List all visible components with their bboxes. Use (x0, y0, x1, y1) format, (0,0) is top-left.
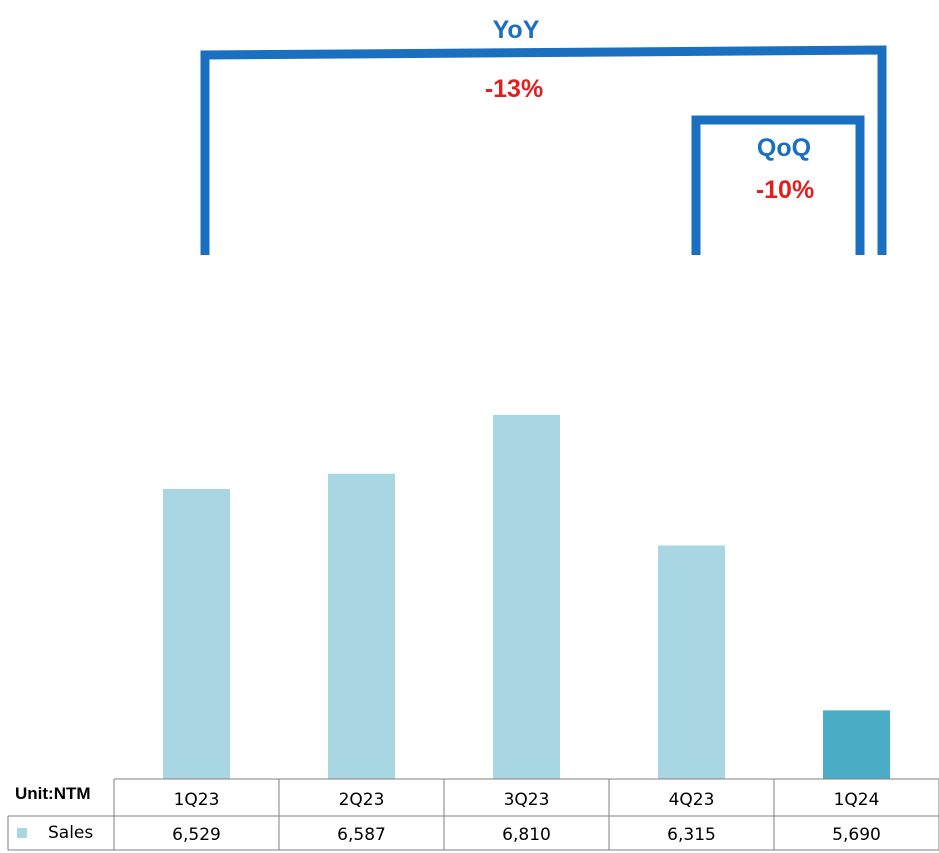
category-label: 4Q23 (669, 790, 715, 810)
bar-1Q23 (163, 489, 230, 779)
value-label: 6,315 (667, 825, 716, 845)
legend-series-name: Sales (48, 823, 93, 843)
category-label: 2Q23 (339, 790, 385, 810)
qoq-value: -10% (756, 176, 814, 204)
qoq-bracket (691, 115, 865, 255)
bar-3Q23 (493, 414, 560, 779)
qoq-label: QoQ (757, 134, 811, 162)
yoy-bracket (200, 45, 887, 255)
bars-group (163, 414, 890, 779)
bar-1Q24 (823, 710, 890, 779)
category-label: 1Q24 (834, 790, 880, 810)
value-label: 5,690 (832, 825, 881, 845)
yoy-label: YoY (493, 16, 540, 44)
yoy-value: -13% (485, 75, 543, 103)
legend-swatch (17, 828, 27, 838)
value-label: 6,529 (172, 825, 221, 845)
qoq-annotation: QoQ -10% (691, 115, 865, 255)
data-table: Unit:NTM Sales 1Q23 6,529 2Q23 6,587 3Q23 6,8… (7, 778, 939, 851)
unit-label: Unit:NTM (15, 784, 91, 803)
category-label: 3Q23 (504, 790, 550, 810)
bar-4Q23 (658, 545, 725, 779)
category-label: 1Q23 (174, 790, 220, 810)
value-label: 6,587 (337, 825, 386, 845)
value-label: 6,810 (502, 825, 551, 845)
yoy-annotation: YoY -13% (200, 16, 887, 255)
bar-2Q23 (328, 473, 395, 779)
